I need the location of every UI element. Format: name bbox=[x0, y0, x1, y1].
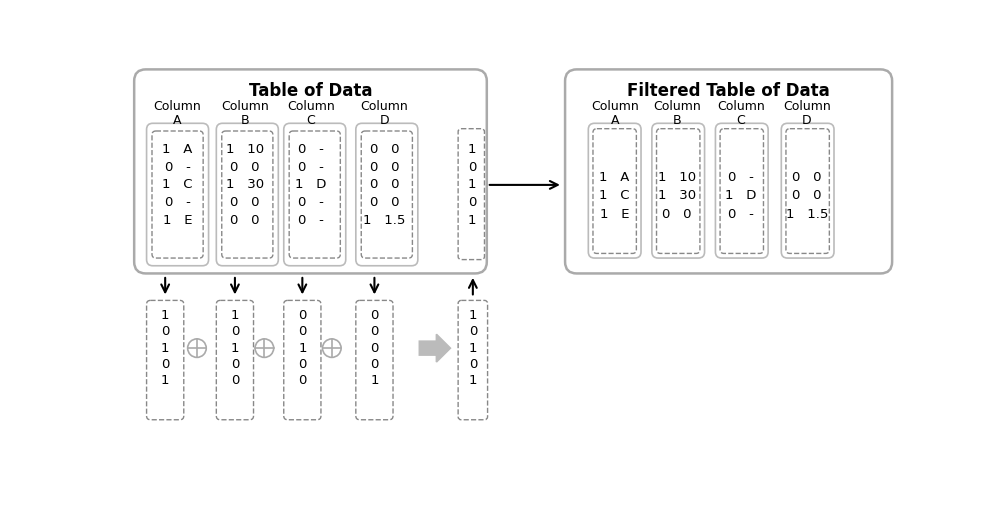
Text: Column: Column bbox=[221, 100, 269, 113]
Text: 0   0: 0 0 bbox=[370, 196, 400, 209]
Text: 0   -: 0 - bbox=[298, 161, 324, 174]
Text: 0   -: 0 - bbox=[298, 214, 324, 227]
Text: 0   -: 0 - bbox=[728, 208, 754, 221]
Text: 1   C: 1 C bbox=[599, 189, 630, 202]
Text: 0   -: 0 - bbox=[298, 143, 324, 156]
Text: 1: 1 bbox=[161, 341, 170, 355]
Text: 0: 0 bbox=[371, 341, 379, 355]
Text: 1: 1 bbox=[371, 374, 379, 387]
Text: 0   -: 0 - bbox=[298, 196, 324, 209]
Text: 1: 1 bbox=[468, 214, 477, 227]
Text: 1   C: 1 C bbox=[162, 179, 193, 191]
Text: 1   30: 1 30 bbox=[657, 189, 695, 202]
Text: 1: 1 bbox=[161, 374, 170, 387]
Text: 1: 1 bbox=[469, 308, 478, 321]
Text: 1: 1 bbox=[469, 341, 478, 355]
Text: 0: 0 bbox=[231, 358, 239, 371]
Text: 1   A: 1 A bbox=[163, 143, 193, 156]
Text: 0: 0 bbox=[231, 374, 239, 387]
Text: 0: 0 bbox=[161, 358, 170, 371]
Text: 1   D: 1 D bbox=[295, 179, 327, 191]
Text: 0   0: 0 0 bbox=[370, 161, 400, 174]
Text: 0: 0 bbox=[231, 325, 239, 338]
Text: 1   1.5: 1 1.5 bbox=[364, 214, 406, 227]
Text: 0: 0 bbox=[161, 325, 170, 338]
Text: 1: 1 bbox=[298, 341, 307, 355]
Text: A: A bbox=[173, 114, 182, 127]
Text: 1: 1 bbox=[161, 308, 170, 321]
Text: 0: 0 bbox=[371, 308, 379, 321]
Text: 1   30: 1 30 bbox=[226, 179, 264, 191]
Text: 0: 0 bbox=[468, 161, 477, 174]
Text: 0   -: 0 - bbox=[165, 161, 191, 174]
Text: B: B bbox=[241, 114, 250, 127]
Text: Column: Column bbox=[717, 100, 765, 113]
Text: B: B bbox=[672, 114, 681, 127]
Text: 0   0: 0 0 bbox=[230, 161, 260, 174]
Text: Column: Column bbox=[652, 100, 700, 113]
Text: C: C bbox=[307, 114, 316, 127]
Text: A: A bbox=[610, 114, 619, 127]
Text: 0: 0 bbox=[298, 308, 307, 321]
Text: 1   E: 1 E bbox=[600, 208, 629, 221]
Text: 0   0: 0 0 bbox=[230, 214, 260, 227]
Text: C: C bbox=[736, 114, 745, 127]
Text: 1   D: 1 D bbox=[725, 189, 756, 202]
Text: 0   -: 0 - bbox=[165, 196, 191, 209]
Text: 0: 0 bbox=[298, 325, 307, 338]
Text: Column: Column bbox=[154, 100, 202, 113]
Text: 0: 0 bbox=[468, 196, 477, 209]
Text: 0   0: 0 0 bbox=[370, 179, 400, 191]
Text: 0   0: 0 0 bbox=[662, 208, 691, 221]
Text: 0   -: 0 - bbox=[728, 171, 754, 184]
Text: Column: Column bbox=[783, 100, 831, 113]
Text: 0: 0 bbox=[371, 325, 379, 338]
Text: 1   E: 1 E bbox=[163, 214, 193, 227]
Text: 1: 1 bbox=[469, 374, 478, 387]
Text: 0   0: 0 0 bbox=[792, 171, 821, 184]
Text: 0: 0 bbox=[298, 374, 307, 387]
Text: Column: Column bbox=[287, 100, 335, 113]
Text: D: D bbox=[802, 114, 811, 127]
Text: 1: 1 bbox=[468, 179, 477, 191]
Text: 1: 1 bbox=[231, 308, 239, 321]
Text: 0   0: 0 0 bbox=[370, 143, 400, 156]
Text: 0   0: 0 0 bbox=[230, 196, 260, 209]
Text: 0: 0 bbox=[469, 325, 478, 338]
Text: 1   10: 1 10 bbox=[226, 143, 264, 156]
Text: Column: Column bbox=[361, 100, 409, 113]
Text: 0   0: 0 0 bbox=[792, 189, 821, 202]
Text: 1: 1 bbox=[231, 341, 239, 355]
Text: Column: Column bbox=[590, 100, 638, 113]
Text: 0: 0 bbox=[469, 358, 478, 371]
Text: 1: 1 bbox=[468, 143, 477, 156]
Text: Filtered Table of Data: Filtered Table of Data bbox=[627, 82, 830, 100]
Text: 1   1.5: 1 1.5 bbox=[785, 208, 828, 221]
Text: 0: 0 bbox=[371, 358, 379, 371]
FancyArrow shape bbox=[420, 334, 451, 362]
Text: 1   A: 1 A bbox=[599, 171, 629, 184]
Text: 0: 0 bbox=[298, 358, 307, 371]
Text: 1   10: 1 10 bbox=[657, 171, 695, 184]
Text: Table of Data: Table of Data bbox=[249, 82, 373, 100]
Text: D: D bbox=[380, 114, 390, 127]
